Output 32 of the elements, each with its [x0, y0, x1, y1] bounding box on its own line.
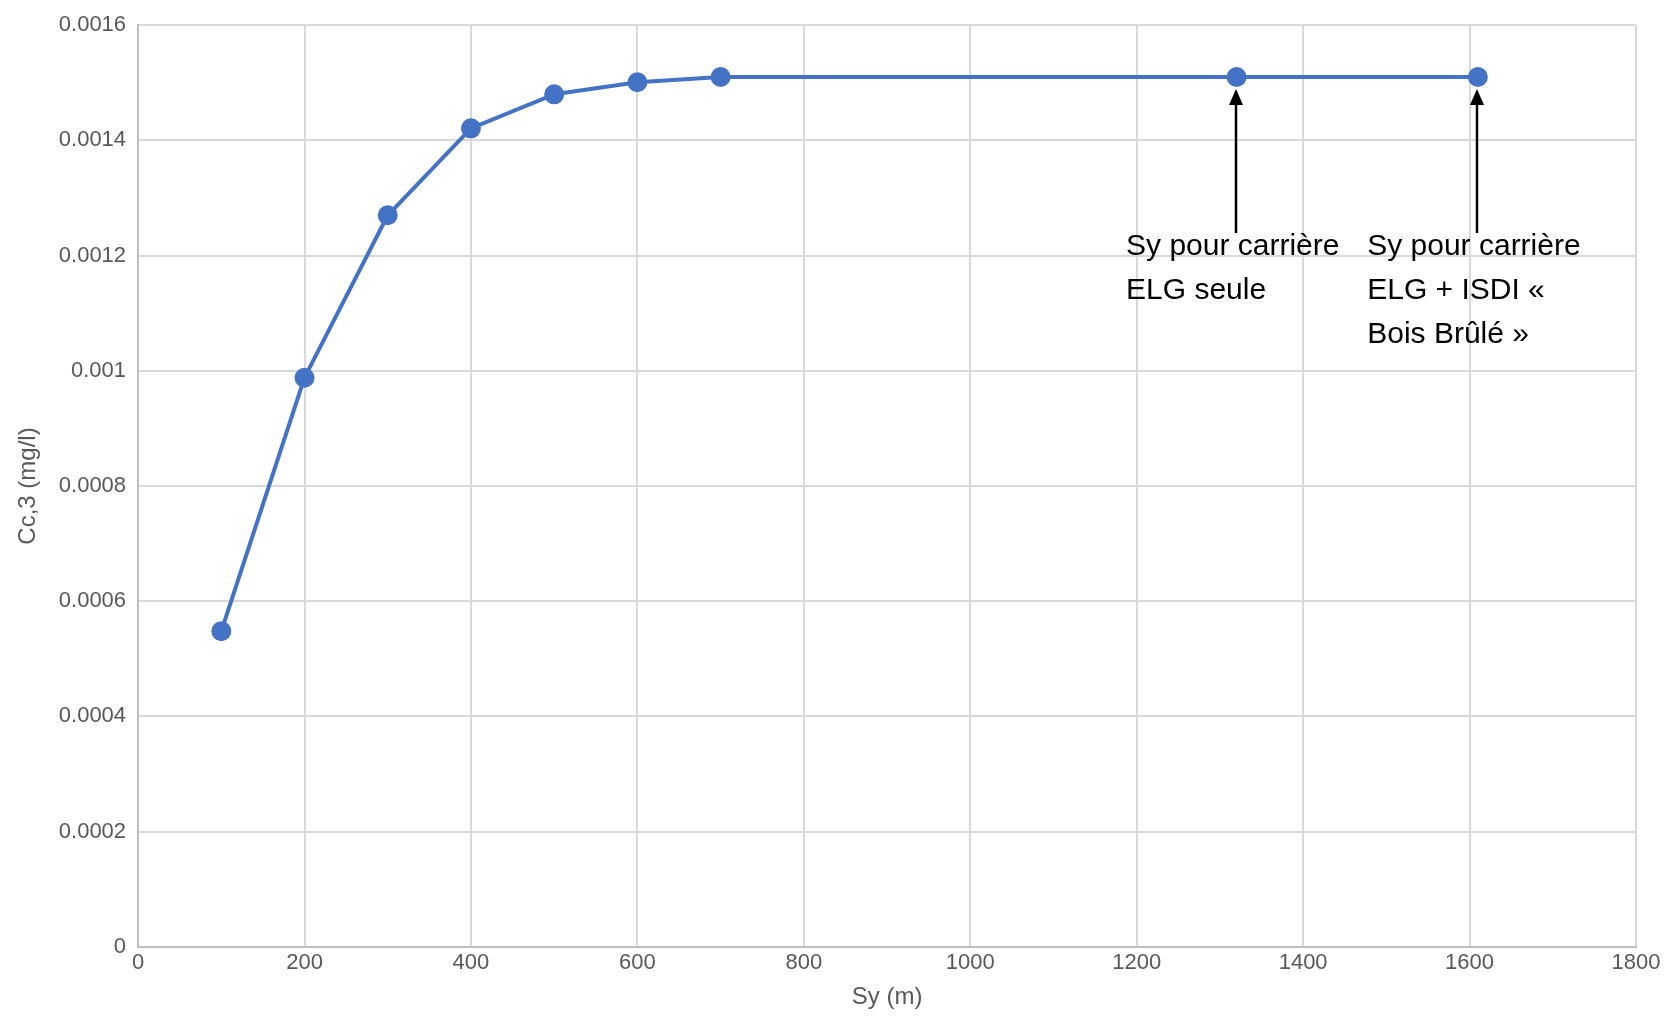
x-tick-label: 400 — [452, 949, 490, 975]
y-tick-label: 0 — [113, 932, 127, 958]
annotation: Sy pour carrière ELG seule — [1126, 228, 1340, 306]
point — [1467, 67, 1488, 88]
x-tick-label: 0 — [131, 949, 145, 975]
y-tick-label: 0.001 — [71, 356, 127, 382]
point — [1226, 67, 1247, 88]
y-tick-label: 0.0004 — [58, 702, 127, 728]
x-tick-label: 1200 — [1112, 949, 1162, 975]
point — [710, 67, 731, 88]
x-tick-label: 1000 — [945, 949, 995, 975]
y-axis-title: Cc,3 (mg/l) — [13, 427, 41, 545]
x-axis-title: Sy (m) — [851, 982, 923, 1010]
annotation: Sy pour carrière ELG + ISDI « Bois Brûlé » — [1367, 228, 1581, 350]
x-tick-label: 1600 — [1445, 949, 1495, 975]
y-tick-label: 0.0016 — [58, 11, 127, 37]
y-tick-label: 0.0002 — [58, 817, 127, 843]
y-tick-label: 0.0012 — [58, 241, 127, 267]
point — [544, 84, 565, 105]
x-tick-label: 1400 — [1278, 949, 1328, 975]
y-tick-label: 0.0006 — [58, 587, 127, 613]
x-tick-label: 600 — [619, 949, 656, 975]
point — [377, 205, 398, 226]
y-tick-label: 0.0014 — [58, 126, 127, 152]
x-tick-label: 800 — [785, 949, 823, 975]
point — [211, 621, 232, 642]
x-tick-label: 200 — [286, 949, 323, 975]
point — [627, 72, 648, 93]
point — [294, 367, 315, 388]
point — [460, 118, 481, 139]
y-tick-label: 0.0008 — [58, 472, 127, 498]
x-tick-label: 1800 — [1611, 949, 1661, 975]
